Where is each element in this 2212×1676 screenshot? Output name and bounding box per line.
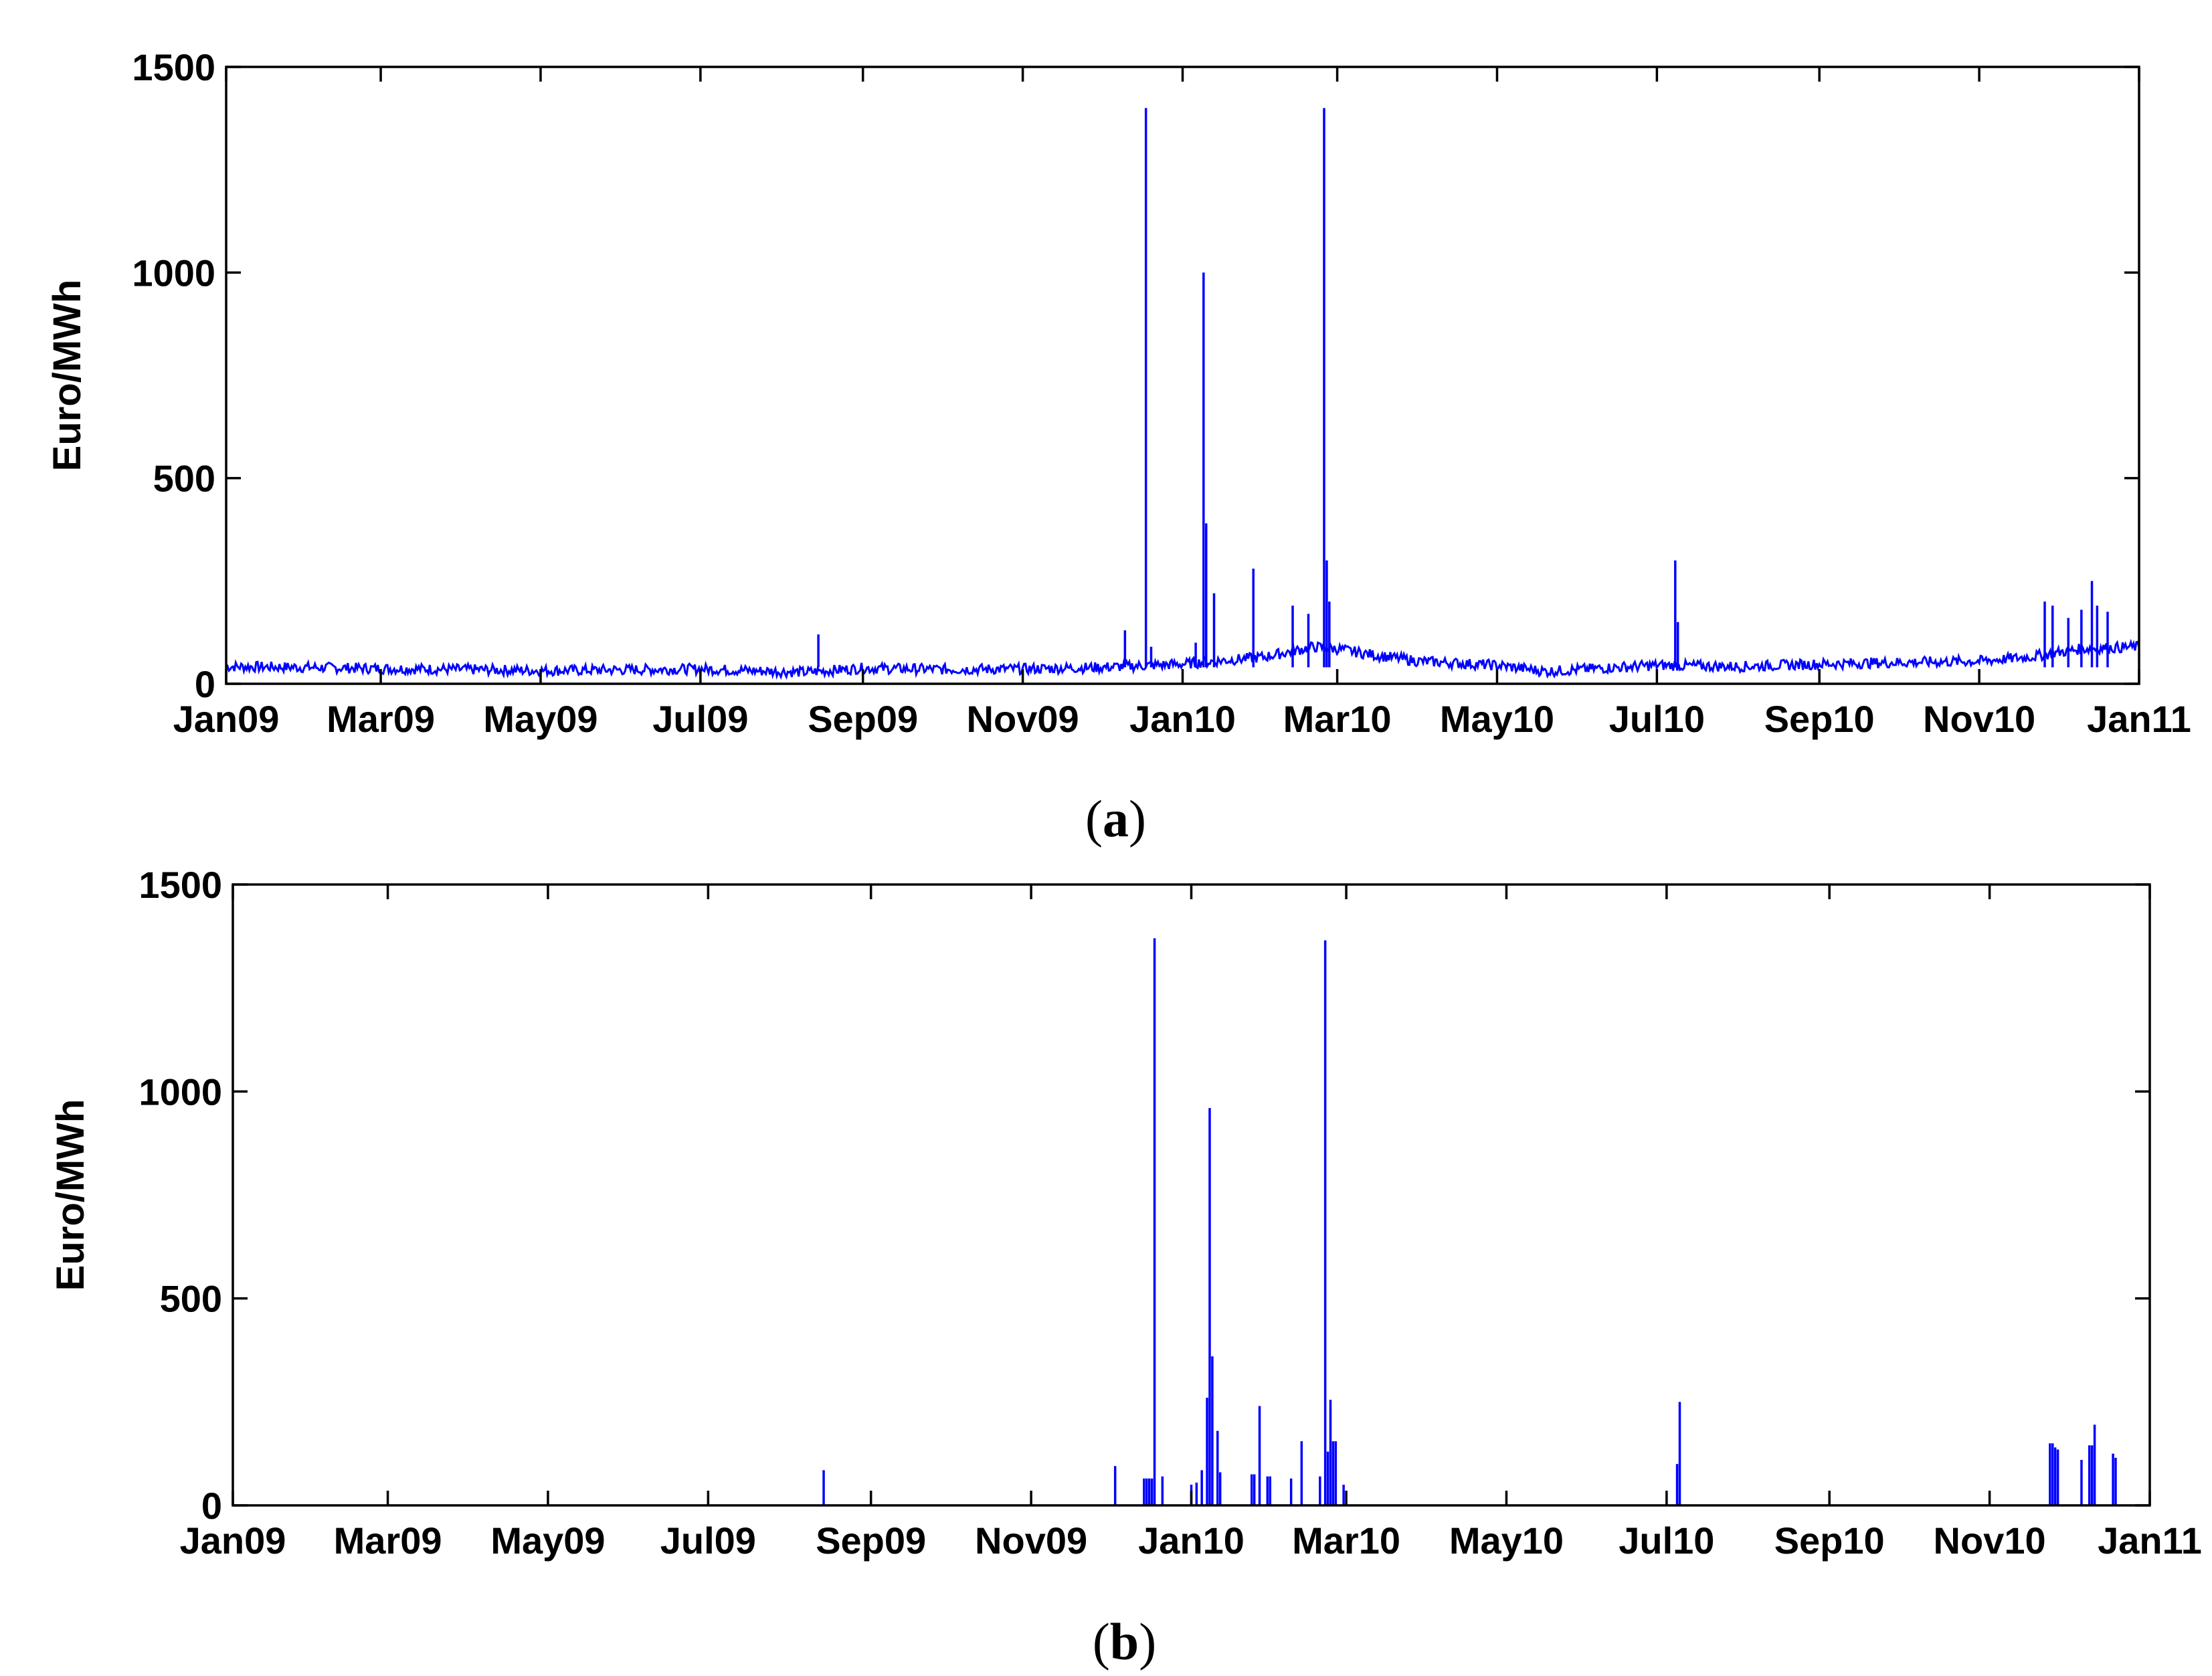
y-axis-label: Euro/MWh — [45, 280, 89, 472]
x-tick-label: Jan11 — [2087, 698, 2191, 740]
x-tick-label: Sep09 — [816, 1519, 926, 1562]
x-tick-label: Jan09 — [173, 698, 280, 740]
x-tick-label: Jul10 — [1619, 1519, 1714, 1562]
x-tick-label: Jan11 — [2098, 1519, 2202, 1562]
x-tick-label: Jan10 — [1129, 698, 1236, 740]
x-tick-label: Jan10 — [1138, 1519, 1245, 1562]
y-tick-label: 500 — [153, 458, 215, 500]
x-tick-label: May09 — [483, 698, 597, 740]
plot-frame — [232, 883, 2151, 1507]
x-tick-label: Sep10 — [1774, 1519, 1885, 1562]
x-tick-label: Sep10 — [1764, 698, 1875, 740]
x-tick-label: Jul09 — [660, 1519, 756, 1562]
panel-b: 0 500 1000 1500 Jan09 Mar09 May09 Jul09 Sep09 Nov… — [49, 864, 2202, 1671]
x-tick-label: Sep09 — [808, 698, 918, 740]
x-tick-label: May10 — [1449, 1519, 1564, 1562]
y-tick-label: 0 — [195, 663, 215, 705]
x-tick-label: Jan09 — [180, 1519, 286, 1562]
y-tick-label: 1500 — [132, 46, 215, 88]
x-tick-label: Jul10 — [1609, 698, 1705, 740]
y-axis-label: Euro/MWh — [49, 1099, 92, 1291]
y-tick-label: 1000 — [132, 252, 215, 294]
x-tick-label: Nov10 — [1934, 1519, 2046, 1562]
plot-frame — [225, 66, 2140, 685]
x-tick-label: Mar09 — [334, 1519, 442, 1562]
y-tick-label: 500 — [160, 1278, 222, 1320]
x-tick-label: May10 — [1440, 698, 1554, 740]
panel-label: (a) — [1085, 789, 1146, 848]
x-tick-label: Nov10 — [1923, 698, 2035, 740]
y-tick-label: 1500 — [139, 864, 222, 906]
x-tick-label: Nov09 — [967, 698, 1079, 740]
y-tick-label: 0 — [201, 1485, 222, 1527]
panel-a: 0 500 1000 1500 Jan09 Mar09 May09 Jul09 Sep09 Nov… — [45, 46, 2191, 848]
series-line — [225, 638, 2140, 680]
x-tick-label: Jul09 — [652, 698, 748, 740]
x-tick-label: Mar09 — [327, 698, 435, 740]
panel-label: (b) — [1093, 1612, 1156, 1671]
y-tick-label: 1000 — [139, 1070, 222, 1113]
x-tick-label: May09 — [490, 1519, 605, 1562]
x-tick-label: Mar10 — [1283, 698, 1392, 740]
x-tick-label: Nov09 — [975, 1519, 1087, 1562]
x-tick-label: Mar10 — [1292, 1519, 1400, 1562]
